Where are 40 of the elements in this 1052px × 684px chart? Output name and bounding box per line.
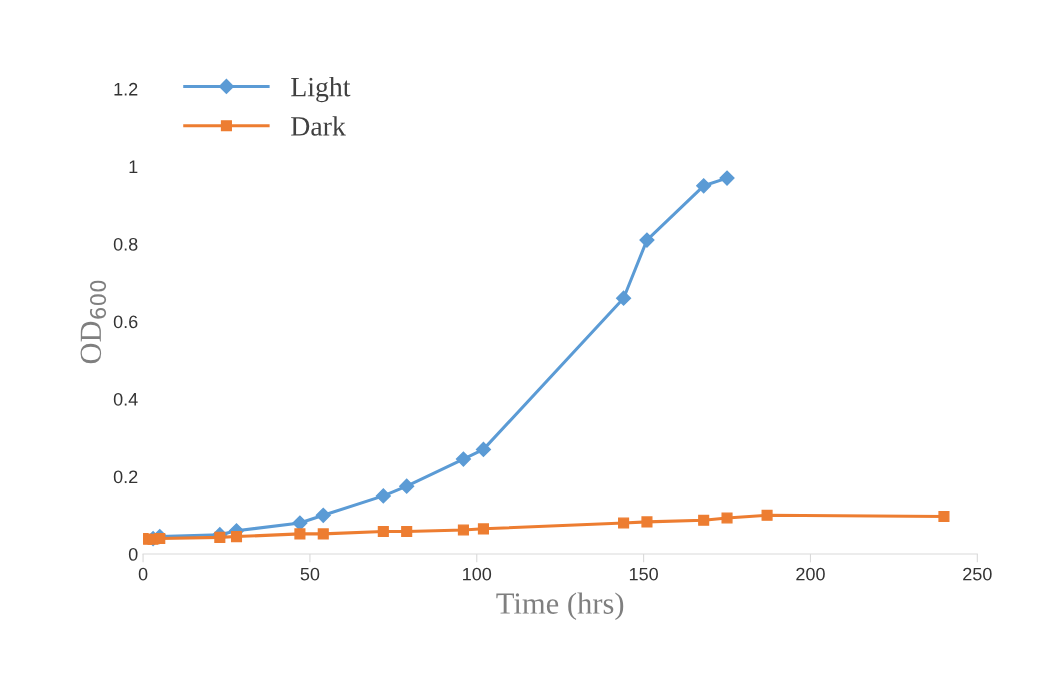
y-tick-label: 0.6 [113, 315, 138, 329]
point [475, 441, 492, 457]
y-tick-label: 0 [128, 547, 138, 561]
point [214, 531, 226, 543]
point [457, 524, 469, 536]
y-axis-title: OD$_{600}$ [80, 280, 107, 364]
point [377, 526, 389, 538]
y-tick-label: 1.2 [114, 82, 138, 96]
x-tick-label: 100 [463, 567, 492, 581]
x-tick-label: 200 [796, 567, 825, 581]
point [401, 526, 413, 538]
point [618, 517, 630, 529]
legend-label: Light [291, 76, 351, 103]
x-axis-title: Time (hrs) [496, 592, 624, 621]
point [696, 178, 712, 194]
point [375, 488, 391, 504]
point [230, 531, 243, 543]
point [641, 516, 653, 528]
point [721, 512, 733, 524]
point [698, 514, 710, 526]
point [719, 170, 735, 186]
point [477, 523, 489, 535]
y-tick-label: 0.8 [113, 237, 138, 251]
x-tick-label: 150 [629, 567, 658, 581]
point [315, 507, 331, 523]
point [294, 528, 306, 540]
point [938, 510, 950, 522]
point [317, 528, 329, 540]
legend-label: Dark [291, 116, 346, 136]
x-tick-label: 0 [138, 567, 148, 581]
point [399, 478, 415, 494]
x-tick-label: 250 [963, 567, 992, 581]
y-tick-label: 0.4 [113, 392, 138, 406]
point [639, 232, 655, 248]
point [455, 451, 471, 467]
x-tick-label: 50 [300, 567, 320, 581]
y-tick-label: 1 [129, 160, 138, 173]
point [616, 290, 632, 306]
y-tick-label: 0.2 [113, 470, 138, 484]
point [761, 509, 773, 521]
